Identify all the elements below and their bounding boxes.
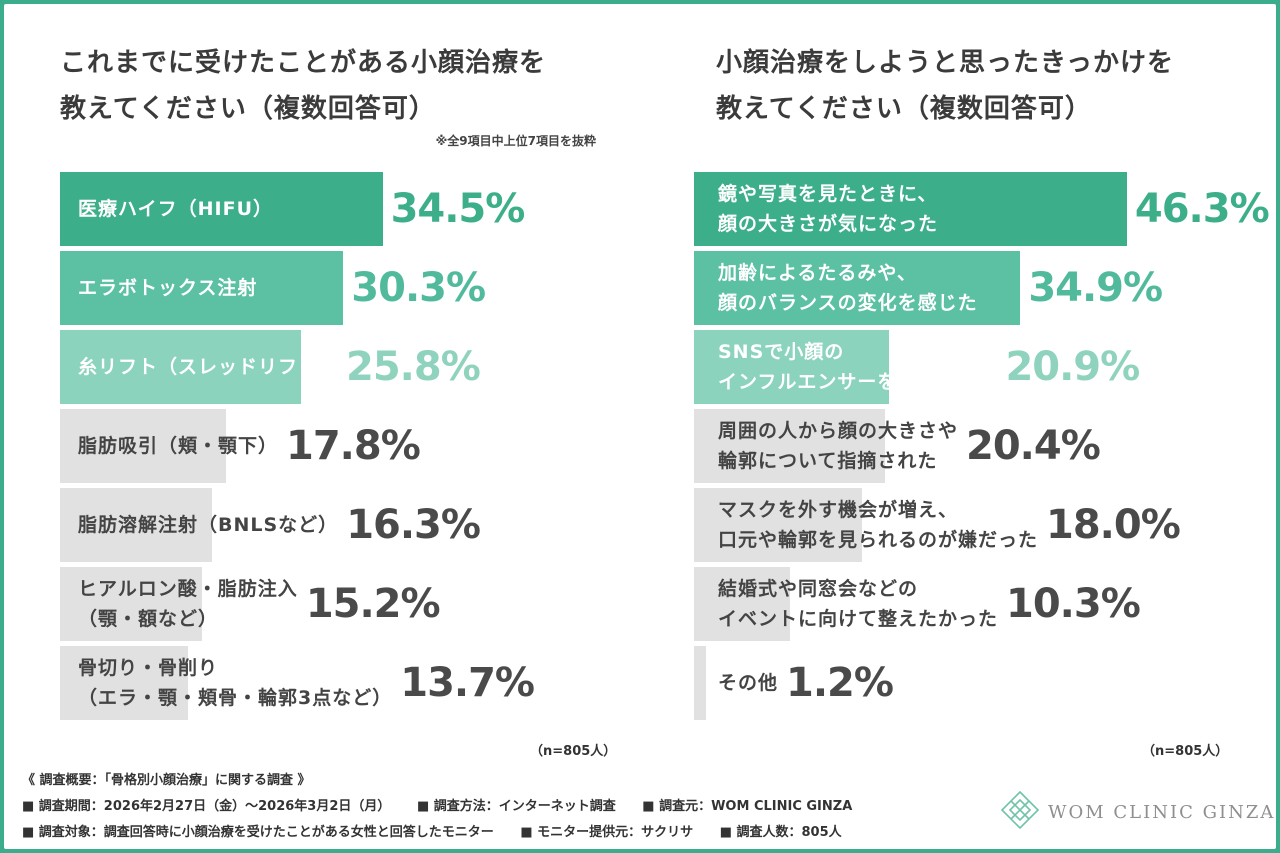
bar-0-6 [60, 646, 189, 720]
bar-value-0-0: 34.5% [390, 186, 526, 232]
right-bar-chart: 鏡や写真を見たときに、 顔の大きさが気になった 46.3% 加齢によるたるみや、 顔… [694, 172, 1274, 727]
bar-value-1-4: 18.0% [1046, 502, 1181, 548]
bar-0-0 [60, 172, 383, 246]
bar-value-1-0: 46.3% [1134, 186, 1270, 232]
bar-value-1-5: 10.3% [1006, 581, 1141, 627]
bar-0-1 [60, 251, 344, 325]
bar-label-1-1: 加齢によるたるみや、 顔のバランスの変化を感じた [718, 262, 978, 314]
bar-label-1-6: その他 [718, 672, 779, 694]
survey-target: ■ 調査対象：調査回答時に小顔治療を受けたことがある女性と回答したモニター [22, 825, 494, 840]
bar-value-0-5: 15.2% [305, 581, 441, 627]
survey-source: ■ 調査元：WOM CLINIC GINZA [642, 799, 853, 814]
survey-provider: ■ モニター提供元：サクリサ [520, 825, 694, 840]
bar-1-3 [694, 409, 885, 483]
bar-label-0-4: 脂肪溶解注射（BNLSなど） [78, 514, 339, 536]
diamond-lattice-icon [1000, 790, 1040, 834]
bar-value-0-2: 25.8% [346, 344, 481, 390]
survey-count: ■ 調査人数：805人 [719, 825, 842, 840]
survey-row-1: ■ 調査期間：2026年2月27日（金）〜2026年3月2日（月） ■ 調査方法… [22, 794, 982, 820]
survey-period: ■ 調査期間：2026年2月27日（金）〜2026年3月2日（月） [22, 799, 391, 814]
bar-0-3 [60, 409, 227, 483]
bar-label-0-2: 糸リフト（スレッドリフト） [78, 356, 339, 378]
bar-value-0-1: 30.3% [351, 265, 486, 311]
survey-row-2: ■ 調査対象：調査回答時に小顔治療を受けたことがある女性と回答したモニター ■ … [22, 820, 982, 846]
bar-value-1-6: 1.2% [786, 660, 894, 706]
bar-1-6 [694, 646, 706, 720]
bar-0-5 [60, 567, 203, 641]
bar-label-0-6: 骨切り・骨削り （エラ・顎・頬骨・輪郭3点など） [78, 657, 393, 709]
left-chart-note: ※全9項目中上位7項目を抜粋 [435, 134, 596, 148]
bar-0-2 [60, 330, 302, 404]
bar-value-0-6: 13.7% [400, 660, 535, 706]
bar-label-0-0: 医療ハイフ（HIFU） [78, 198, 273, 220]
left-chart-title: これまでに受けたことがある小顔治療を 教えてください（複数回答可） [60, 48, 547, 124]
bar-label-0-5: ヒアルロン酸・脂肪注入 （顎・額など） [78, 578, 298, 630]
bar-1-4 [694, 488, 863, 562]
bar-value-1-2: 20.9% [1005, 344, 1140, 390]
bar-value-1-1: 34.9% [1028, 265, 1163, 311]
bar-1-0 [694, 172, 1127, 246]
bar-label-0-1: エラボトックス注射 [78, 277, 258, 299]
right-chart-title: 小顔治療をしようと思ったきっかけを 教えてください（複数回答可） [716, 48, 1174, 124]
bar-value-0-3: 17.8% [286, 423, 421, 469]
bar-value-0-4: 16.3% [346, 502, 481, 548]
survey-heading: 《 調査概要：「骨格別小顔治療」に関する調査 》 [22, 773, 311, 788]
bar-1-2 [694, 330, 890, 404]
bar-value-1-3: 20.4% [966, 423, 1101, 469]
right-sample-size: （n=805人） [1142, 744, 1229, 759]
survey-footer: 《 調査概要：「骨格別小顔治療」に関する調査 》 ■ 調査期間：2026年2月2… [22, 768, 982, 846]
infographic-card: これまでに受けたことがある小顔治療を 教えてください（複数回答可） ※全9項目中… [4, 4, 1276, 849]
bar-label-1-3: 周囲の人から顔の大きさや 輪郭について指摘された [718, 420, 959, 472]
bar-label-1-4: マスクを外す機会が増え、 口元や輪郭を見られるのが嫌だった [718, 499, 1039, 551]
brand-logo: WOM CLINIC GINZA [1000, 790, 1275, 834]
bar-1-5 [694, 567, 791, 641]
bar-label-1-5: 結婚式や同窓会などの イベントに向けて整えたかった [718, 578, 999, 630]
survey-method: ■ 調査方法：インターネット調査 [416, 799, 616, 814]
left-bar-chart: 医療ハイフ（HIFU） 34.5% エラボトックス注射 30.3% 糸リフト（スレッドリ… [60, 172, 640, 727]
brand-name: WOM CLINIC GINZA [1048, 801, 1276, 823]
bar-1-1 [694, 251, 1021, 325]
left-sample-size: （n=805人） [530, 744, 617, 759]
bar-label-0-3: 脂肪吸引（頬・顎下） [78, 435, 279, 457]
bar-0-4 [60, 488, 213, 562]
bar-label-1-2: SNSで小顔の インフルエンサーを見て憧れた [718, 341, 998, 393]
bar-label-1-0: 鏡や写真を見たときに、 顔の大きさが気になった [718, 183, 939, 235]
